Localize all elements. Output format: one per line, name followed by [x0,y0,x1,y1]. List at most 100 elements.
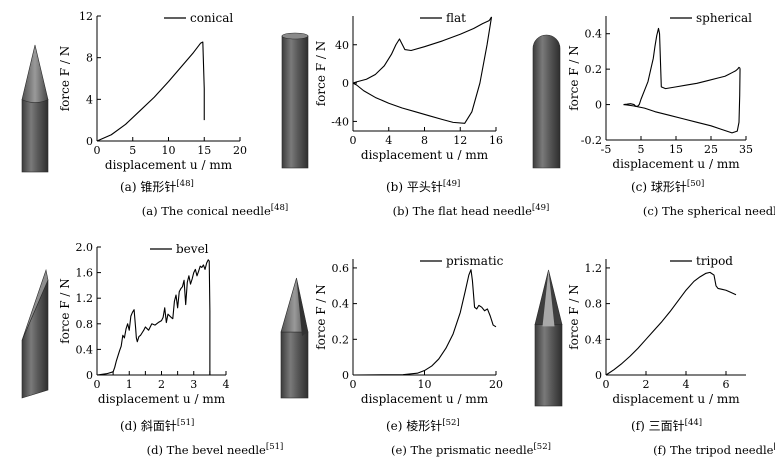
x-axis-label: displacement u / mm [361,148,489,162]
x-axis-label: displacement u / mm [105,158,233,172]
x-tick-label: 4 [385,134,392,147]
legend-label: flat [446,11,466,25]
x-tick-label: 15 [197,144,211,157]
needle-illustration-conical [21,44,49,173]
caption-cn: (a) 锥形针[48] [120,179,194,194]
caption-en: (e) The prismatic needle[52] [391,442,551,457]
caption-en: (b) The flat head needle[49] [393,203,550,218]
series-line-spherical-1 [623,27,741,107]
legend-label: conical [190,11,233,25]
needle-tip [281,32,309,40]
caption-en: (c) The spherical needle[50] [643,203,775,218]
y-tick-label: 0.4 [76,343,94,356]
x-tick-label: 6 [723,378,730,391]
y-tick-label: 0.4 [585,28,603,41]
needle-body [534,324,563,407]
y-tick-label: 0 [86,369,93,382]
x-tick-label: 0 [350,134,357,147]
x-tick-label: 1 [126,378,133,391]
needle-illustration-flat [281,32,309,169]
y-tick-label: 1.6 [76,267,94,280]
legend-label: spherical [696,11,752,25]
x-axis-label: displacement u / mm [98,392,226,406]
y-tick-label: 40 [335,39,349,52]
caption-cn: (f) 三面针[44] [631,418,702,433]
y-axis-label: force F / N [314,284,328,350]
legend-label: prismatic [446,254,504,268]
y-axis-label: force F / N [58,278,72,344]
y-tick-label: 0.8 [76,318,94,331]
series-line-spherical-2 [623,68,741,134]
x-tick-label: 0 [94,144,101,157]
needle-illustration-spherical [532,34,561,169]
y-tick-label: 0.4 [332,298,350,311]
legend-label: tripod [696,254,733,268]
x-tick-label: 25 [704,143,718,156]
y-tick-label: 0 [342,77,349,90]
x-tick-label: 10 [418,378,432,391]
caption-cn: (b) 平头针[49] [386,179,460,194]
x-tick-label: 5 [638,143,645,156]
y-tick-label: 4 [86,93,93,106]
x-axis-label: displacement u / mm [612,157,740,171]
series-line-bevel-1 [96,259,211,376]
caption-cn: (c) 球形针[50] [631,179,704,194]
y-tick-label: 0 [595,369,602,382]
chart-panel-conical: 0 5 10 15 20 0 4 8 12 displacement u / mm force F … [21,10,288,218]
y-tick-label: 0 [342,369,349,382]
y-axis-label: force F / N [567,284,581,350]
y-axis-label: force F / N [567,45,581,111]
chart-panel-prismatic: 0 10 20 0 0.2 0.4 0.6 displacement u / mm force … [280,254,551,457]
y-tick-label: -40 [331,115,349,128]
x-tick-label: 20 [233,144,247,157]
y-tick-label: 0 [595,99,602,112]
y-tick-label: 0 [86,135,93,148]
x-tick-label: 2 [158,378,165,391]
needle-facet [296,278,308,336]
x-tick-label: 2 [643,378,650,391]
needle-body [280,331,309,399]
y-tick-label: 0.2 [585,63,603,76]
x-tick-label: 4 [683,378,690,391]
y-axis-label: force F / N [58,46,72,112]
needle-illustration-tripod [534,269,563,407]
needle-tip [21,268,49,341]
chart-panel-spherical: -5 5 15 25 35 -0.2 0 0.2 0.4 displacement u / mm f… [532,11,775,218]
needle-body [532,34,561,169]
x-tick-label: 0 [603,378,610,391]
x-axis-label: displacement u / mm [361,392,489,406]
x-tick-label: 5 [129,144,136,157]
series-line-prismatic-1 [352,269,497,376]
y-axis-label: force F / N [314,41,328,107]
needle-illustration-prismatic [280,277,309,399]
caption-en: (f) The tripod needle[44] [653,442,775,457]
y-tick-label: 0.8 [585,298,603,311]
needle-body [281,35,309,169]
x-tick-label: 0 [94,378,101,391]
y-tick-label: 1.2 [585,262,603,275]
caption-cn: (e) 棱形针[52] [386,418,460,433]
needle-illustration-bevel [21,268,49,399]
caption-cn: (d) 斜面针[51] [120,418,194,433]
series-line-flat-2 [352,16,493,124]
x-tick-label: 0 [350,378,357,391]
y-tick-label: 0.2 [332,333,350,346]
needle-body [21,279,49,399]
y-tick-label: -0.2 [581,134,602,147]
x-tick-label: 16 [489,134,503,147]
x-tick-label: 8 [421,134,428,147]
series-line-flat-1 [352,16,492,84]
x-tick-label: -5 [601,143,612,156]
x-tick-label: 20 [489,378,503,391]
needle-facet [542,270,555,327]
x-tick-label: 10 [162,144,176,157]
needle-body [21,99,49,173]
caption-en: (a) The conical needle[48] [142,203,288,218]
x-tick-label: 12 [453,134,467,147]
chart-panel-bevel: 0 1 2 3 4 0 0.4 0.8 1.2 1.6 2.0 displacement u / mm… [21,241,283,457]
chart-panel-tripod: 0 2 4 6 0 0.4 0.8 1.2 displacement u / mm force F… [534,254,775,457]
legend-label: bevel [176,242,209,256]
needle-tip [21,44,49,103]
